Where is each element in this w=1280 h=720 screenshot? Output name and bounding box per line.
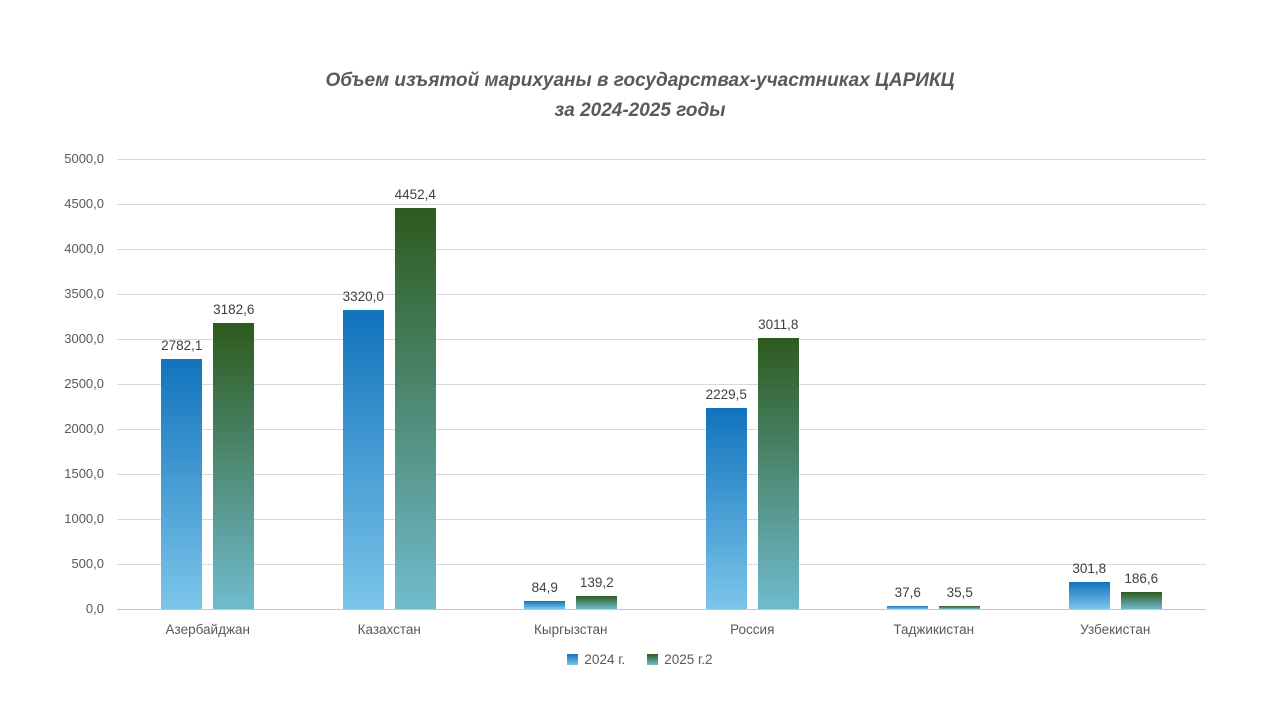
bar-2024-Казахстан [342,310,384,609]
bar-value-label: 35,5 [946,584,973,600]
category-label: Казахстан [357,622,421,637]
chart-title-line2: за 2024-2025 годы [554,100,726,121]
bar-2024-Таджикистан [887,605,929,609]
gridline [117,248,1206,250]
bar-20252-Казахстан [394,208,436,609]
y-tick-label: 500,0 [71,556,104,571]
category-label: Россия [730,622,775,637]
bar-value-label: 186,6 [1124,571,1159,587]
bar-20252-Узбекистан [1120,592,1162,609]
legend-item: 2025 г.2 [647,652,713,667]
y-tick-label: 2500,0 [64,376,104,391]
y-tick-label: 3000,0 [64,331,104,346]
gridline [117,518,1206,520]
gridline [117,338,1206,340]
bar-value-label: 37,6 [894,584,921,600]
y-tick-label: 0,0 [85,601,104,616]
legend-item: 2024 г. [567,652,625,667]
bar-value-label: 4452,4 [394,187,436,203]
gridline [117,563,1206,565]
gridline [117,428,1206,430]
legend-swatch-icon [567,654,579,665]
bar-value-label: 2229,5 [705,387,747,403]
chart-title: Объем изъятой марихуаны в государствах-у… [0,66,1280,126]
gridline [117,203,1206,205]
bar-2024-Россия [705,408,747,609]
bar-value-label: 3182,6 [213,301,255,317]
category-label: Кыргызстан [534,622,608,637]
bar-value-label: 2782,1 [161,337,203,353]
bar-value-label: 139,2 [579,575,614,591]
bar-value-label: 301,8 [1072,560,1107,576]
bar-20252-Таджикистан [939,605,981,609]
legend-swatch-icon [647,654,659,665]
gridline [117,383,1206,385]
bar-2024-Узбекистан [1068,581,1110,609]
gridline [117,293,1206,295]
bar-2024-Кыргызстан [524,601,566,609]
legend-label: 2024 г. [584,652,626,667]
y-tick-label: 4000,0 [64,241,104,256]
bar-20252-Россия [757,337,799,609]
x-axis-line [117,608,1206,610]
category-label: Узбекистан [1080,622,1151,637]
bar-value-label: 3320,0 [342,289,384,305]
chart-title-line1: Объем изъятой марихуаны в государствах-у… [325,70,955,91]
y-tick-label: 3500,0 [64,286,104,301]
legend-label: 2025 г.2 [664,652,713,667]
category-label: Азербайджан [165,622,250,637]
bar-2024-Азербайджан [161,358,203,609]
legend: 2024 г. 2025 г.2 [0,652,1280,667]
gridline [117,473,1206,475]
y-tick-label: 2000,0 [64,421,104,436]
y-tick-label: 1000,0 [64,511,104,526]
y-tick-label: 4500,0 [64,196,104,211]
bar-20252-Азербайджан [213,322,255,609]
bar-value-label: 84,9 [531,580,558,596]
y-tick-label: 5000,0 [64,151,104,166]
y-tick-label: 1500,0 [64,466,104,481]
bar-value-label: 3011,8 [758,316,799,332]
gridline [117,158,1206,160]
category-label: Таджикистан [893,622,975,637]
bar-20252-Кыргызстан [576,596,618,609]
